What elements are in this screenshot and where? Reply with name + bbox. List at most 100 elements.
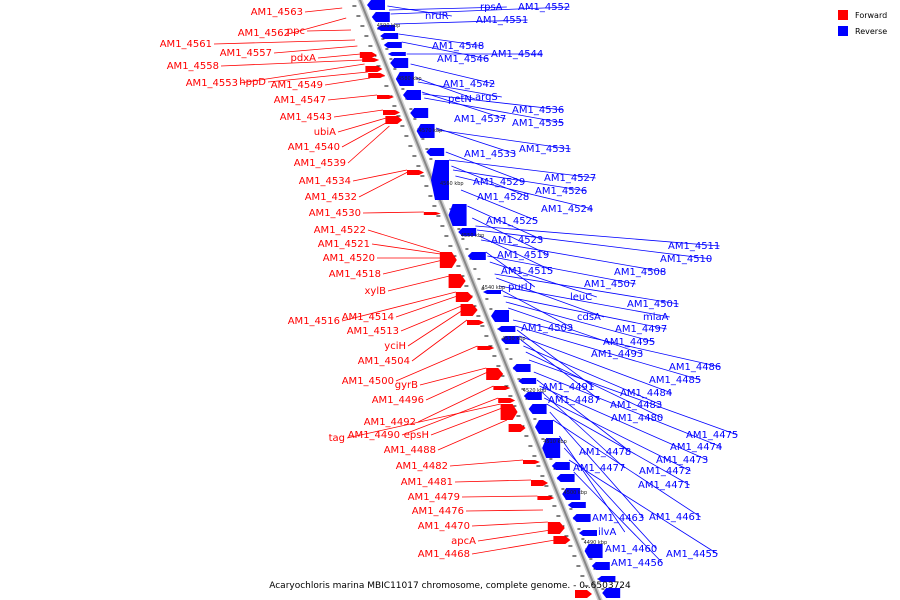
reverse-gene-feature xyxy=(380,33,399,39)
forward-gene-label: AM1_4532 xyxy=(305,192,357,203)
forward-leader-line xyxy=(213,39,356,45)
kbp-tick-label: 4580 kbp xyxy=(398,76,422,82)
reverse-gene-feature xyxy=(512,364,531,372)
reverse-gene-label: AM1_4495 xyxy=(603,337,655,348)
kbp-tick-label: 4560 kbp xyxy=(440,181,464,187)
reverse-gene-feature xyxy=(518,378,537,384)
forward-leader-line xyxy=(371,243,441,255)
reverse-gene-label: cdsA xyxy=(577,312,601,323)
reverse-gene-label: AM1_4497 xyxy=(615,324,667,335)
forward-leader-line xyxy=(387,275,450,292)
reverse-gene-label: AM1_4507 xyxy=(584,279,636,290)
reverse-gene-feature xyxy=(458,228,477,236)
forward-gene-label: AM1_4516 xyxy=(288,316,340,327)
legend-label-reverse: Reverse xyxy=(855,27,887,36)
forward-gene-feature xyxy=(547,522,565,534)
reverse-gene-label: AM1_4533 xyxy=(464,149,516,160)
reverse-leader-line xyxy=(523,345,662,406)
reverse-gene-label: AM1_4524 xyxy=(541,204,593,215)
reverse-gene-label: petN xyxy=(448,94,472,105)
reverse-leader-line xyxy=(533,371,722,448)
forward-gene-feature xyxy=(359,52,377,58)
reverse-gene-label: AM1_4477 xyxy=(573,463,625,474)
reverse-gene-feature xyxy=(395,72,414,86)
reverse-leader-line xyxy=(445,151,525,183)
reverse-gene-label: AM1_4511 xyxy=(668,241,720,252)
forward-gene-label: ppc xyxy=(287,26,305,37)
forward-leader-line xyxy=(477,529,552,542)
forward-leader-line xyxy=(347,125,390,164)
forward-gene-label: AM1_4481 xyxy=(401,477,453,488)
reverse-gene-feature xyxy=(535,420,553,434)
reverse-gene-label: AM1_4475 xyxy=(686,430,738,441)
forward-leader-line xyxy=(324,77,371,86)
reverse-gene-label: AM1_4515 xyxy=(501,266,553,277)
forward-gene-feature xyxy=(365,66,383,72)
reverse-gene-label: AM1_4471 xyxy=(638,480,690,491)
forward-leader-line xyxy=(425,371,488,401)
forward-gene-feature xyxy=(368,73,386,78)
reverse-gene-label: AM1_4472 xyxy=(639,466,691,477)
reverse-gene-label: miaA xyxy=(643,312,669,323)
forward-leader-line xyxy=(220,59,364,67)
reverse-gene-feature xyxy=(528,404,547,414)
reverse-gene-label: ilvA xyxy=(598,527,616,538)
forward-gene-label: xylB xyxy=(365,286,387,297)
reverse-gene-feature xyxy=(579,530,597,536)
forward-gene-feature xyxy=(486,368,504,380)
reverse-gene-label: AM1_4527 xyxy=(544,173,596,184)
forward-gene-label: hppD xyxy=(239,77,266,88)
reverse-gene-label: AM1_4493 xyxy=(591,349,643,360)
reverse-gene-label: AM1_4486 xyxy=(669,362,721,373)
forward-gene-label: AM1_4518 xyxy=(329,269,381,280)
reverse-gene-label: AM1_4478 xyxy=(579,447,631,458)
reverse-leader-line xyxy=(519,335,672,394)
forward-gene-label: AM1_4468 xyxy=(418,549,470,560)
forward-leader-line xyxy=(382,259,444,275)
reverse-gene-feature xyxy=(383,42,402,48)
reverse-leader-line xyxy=(487,255,636,285)
forward-leader-line xyxy=(333,109,384,118)
kbp-tick-label: 4540 kbp xyxy=(482,285,506,291)
forward-leader-line xyxy=(465,509,544,512)
reverse-gene-label: AM1_4463 xyxy=(592,513,644,524)
forward-gene-feature xyxy=(362,58,380,62)
reverse-gene-label: AM1_4461 xyxy=(649,512,701,523)
reverse-gene-label: AM1_4526 xyxy=(535,186,587,197)
forward-leader-line xyxy=(400,305,462,332)
reverse-leader-line xyxy=(394,19,528,25)
kbp-tick-label: 4520 kbp xyxy=(523,388,547,394)
reverse-leader-line xyxy=(421,91,506,120)
forward-gene-label: gyrB xyxy=(395,380,418,391)
forward-gene-label: AM1_4547 xyxy=(274,95,326,106)
forward-gene-label: AM1_4522 xyxy=(314,225,366,236)
reverse-leader-line xyxy=(520,339,600,401)
forward-gene-feature xyxy=(531,480,548,486)
forward-gene-label: AM1_4476 xyxy=(412,506,464,517)
reverse-gene-feature xyxy=(371,12,390,22)
reverse-leader-line xyxy=(410,63,495,85)
forward-gene-feature xyxy=(537,496,555,500)
forward-gene-label: AM1_4539 xyxy=(294,158,346,169)
forward-gene-feature xyxy=(407,170,424,175)
forward-gene-label: apcA xyxy=(451,536,476,547)
reverse-gene-label: AM1_4510 xyxy=(660,254,712,265)
reverse-leader-line xyxy=(525,351,663,419)
forward-leader-line xyxy=(419,367,487,386)
forward-leader-line xyxy=(341,121,388,148)
forward-leader-line xyxy=(267,71,368,83)
reverse-leader-line xyxy=(455,175,593,210)
forward-gene-label: tag xyxy=(329,433,345,444)
reverse-gene-label: AM1_4525 xyxy=(486,216,538,227)
forward-gene-label: AM1_4530 xyxy=(309,208,361,219)
reverse-leader-line xyxy=(448,159,596,179)
forward-gene-label: AM1_4482 xyxy=(396,461,448,472)
forward-leader-line xyxy=(346,403,501,439)
reverse-gene-label: AM1_4536 xyxy=(512,105,564,116)
forward-leader-line xyxy=(395,345,478,382)
kbp-tick-label: 4510 kbp xyxy=(543,439,567,445)
reverse-leader-line xyxy=(422,93,564,111)
reverse-leader-line xyxy=(544,397,691,472)
forward-gene-feature xyxy=(508,424,526,432)
reverse-gene-label: leuC xyxy=(570,292,592,303)
